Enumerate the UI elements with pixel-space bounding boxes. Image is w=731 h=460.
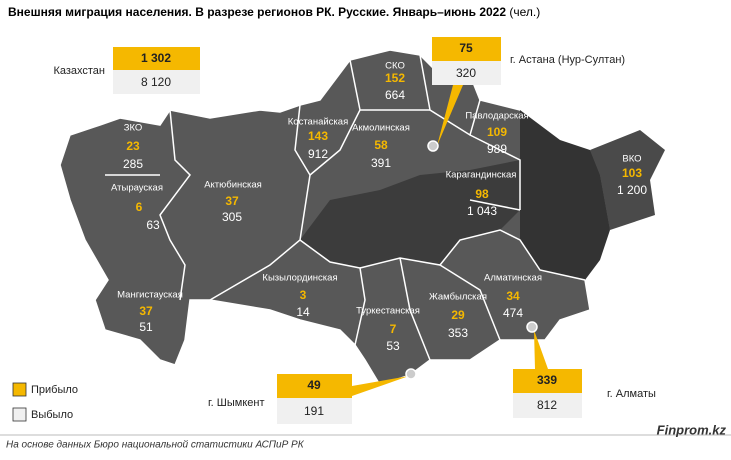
region-arrived: 23 bbox=[126, 139, 140, 153]
region-labels: ЗКО 23 285 Атырауская 6 63 Актюбинская 3… bbox=[111, 61, 647, 354]
region-name: Акмолинская bbox=[352, 123, 410, 134]
region-name: ВКО bbox=[622, 154, 641, 165]
region-departed: 353 bbox=[448, 326, 468, 340]
city-departed: 812 bbox=[537, 398, 557, 412]
source: На основе данных Бюро национальной стати… bbox=[6, 440, 305, 451]
title: Внешняя миграция населения. В разрезе ре… bbox=[8, 5, 540, 19]
callout-shymkent bbox=[352, 376, 409, 396]
region-departed: 53 bbox=[386, 339, 400, 353]
legend: Прибыло Выбыло bbox=[12, 382, 78, 422]
value-boxes: 1 302 8 120 Казахстан 75 320 г. Астана (… bbox=[53, 37, 656, 424]
region-departed: 664 bbox=[385, 88, 405, 102]
region-arrived: 143 bbox=[308, 129, 328, 143]
city-arrived: 339 bbox=[537, 373, 557, 387]
region-name: СКО bbox=[385, 61, 405, 72]
region-departed: 63 bbox=[146, 218, 160, 232]
city-departed: 320 bbox=[456, 66, 476, 80]
region-name: Кызылординская bbox=[262, 273, 337, 284]
city-name: г. Астана (Нур-Султан) bbox=[510, 54, 625, 66]
region-arrived: 29 bbox=[451, 308, 465, 322]
region-arrived: 98 bbox=[475, 187, 489, 201]
region-name: Мангистауская bbox=[117, 290, 183, 301]
region-name: Жамбылская bbox=[429, 292, 487, 303]
region-name: Карагандинская bbox=[446, 170, 517, 181]
box-departed bbox=[113, 70, 200, 94]
city-pins bbox=[352, 85, 548, 396]
city-arrived: 75 bbox=[459, 41, 473, 55]
region-name: Атырауская bbox=[111, 183, 163, 194]
region-arrived: 152 bbox=[385, 71, 405, 85]
region-arrived: 37 bbox=[139, 304, 153, 318]
region-departed: 14 bbox=[296, 305, 310, 319]
legend-swatch-departed bbox=[12, 407, 27, 422]
city-name: г. Шымкент bbox=[208, 397, 265, 409]
box-departed bbox=[277, 398, 352, 424]
pin-almaty bbox=[526, 321, 538, 333]
region-arrived: 103 bbox=[622, 166, 642, 180]
legend-arrived: Прибыло bbox=[31, 384, 78, 396]
box-arrived bbox=[277, 374, 352, 398]
region-departed: 51 bbox=[139, 320, 153, 334]
callout-astana bbox=[437, 85, 463, 146]
region-departed: 474 bbox=[503, 306, 523, 320]
region-departed: 305 bbox=[222, 210, 242, 224]
legend-departed: Выбыло bbox=[31, 409, 73, 421]
region-borders bbox=[105, 54, 586, 361]
pin-shymkent bbox=[405, 368, 417, 380]
region-arrived: 109 bbox=[487, 125, 507, 139]
city-arrived: 49 bbox=[307, 378, 321, 392]
city-departed: 191 bbox=[304, 404, 324, 418]
box-departed bbox=[432, 61, 501, 85]
map bbox=[59, 49, 666, 386]
region-departed: 989 bbox=[487, 142, 507, 156]
box-arrived bbox=[432, 37, 501, 61]
region-east-dark bbox=[520, 110, 610, 280]
region-departed: 391 bbox=[371, 156, 391, 170]
box-departed bbox=[513, 393, 582, 418]
region-arrived: 58 bbox=[374, 138, 388, 152]
region-name: Костанайская bbox=[288, 117, 348, 128]
region-departed: 285 bbox=[123, 157, 143, 171]
region-name: ЗКО bbox=[124, 123, 143, 134]
total-departed: 8 120 bbox=[141, 75, 171, 89]
region-departed: 1 043 bbox=[467, 204, 497, 218]
region-arrived: 7 bbox=[390, 322, 397, 336]
callout-almaty bbox=[534, 330, 548, 369]
box-arrived bbox=[113, 47, 200, 70]
region-name: Алматинская bbox=[484, 273, 542, 284]
region-arrived: 6 bbox=[136, 200, 143, 214]
title-unit: (чел.) bbox=[509, 5, 540, 19]
region-vko bbox=[590, 130, 665, 230]
pin-astana bbox=[427, 140, 439, 152]
region-name: Туркестанская bbox=[356, 306, 420, 317]
box-arrived bbox=[513, 369, 582, 393]
region-arrived: 34 bbox=[506, 289, 520, 303]
city-name: г. Алматы bbox=[607, 388, 656, 400]
region-departed: 1 200 bbox=[617, 183, 647, 197]
title-text: Внешняя миграция населения. В разрезе ре… bbox=[8, 5, 506, 19]
region-arrived: 3 bbox=[300, 288, 307, 302]
total-label: Казахстан bbox=[53, 65, 105, 77]
brand: Finprom.kz bbox=[657, 422, 727, 437]
region-name: Актюбинская bbox=[204, 180, 262, 191]
region-name: Павлодарская bbox=[465, 111, 528, 122]
region-arrived: 37 bbox=[225, 194, 239, 208]
total-arrived: 1 302 bbox=[141, 51, 171, 65]
region-departed: 912 bbox=[308, 147, 328, 161]
legend-swatch-arrived bbox=[12, 382, 27, 397]
region-center-dark bbox=[300, 160, 520, 268]
